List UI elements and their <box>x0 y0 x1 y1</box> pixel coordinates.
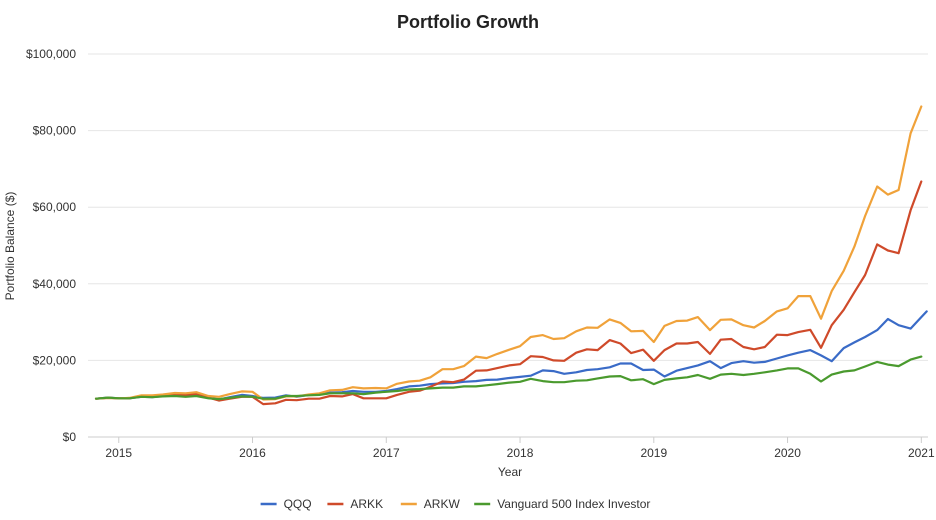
legend-label: Vanguard 500 Index Investor <box>497 497 650 511</box>
x-axis-label: Year <box>498 465 522 479</box>
legend-item-vanguard-500-index-investor[interactable]: Vanguard 500 Index Investor <box>474 497 650 511</box>
legend-item-arkw[interactable]: ARKW <box>400 497 461 511</box>
y-axis-ticks: $0 $20,000 $40,000 $60,000 $80,000 $100,000 <box>26 47 76 444</box>
chart-title: Portfolio Growth <box>397 12 539 32</box>
y-tick-label: $80,000 <box>33 124 77 138</box>
legend-label: ARKW <box>424 497 461 511</box>
x-axis-ticks: 2015 2016 2017 2018 2019 2020 2021 <box>105 437 935 460</box>
x-tick-label: 2015 <box>105 446 132 460</box>
series-line-arkk <box>94 180 923 406</box>
y-tick-label: $100,000 <box>26 47 76 61</box>
y-tick-label: $40,000 <box>33 277 77 291</box>
x-tick-label: 2018 <box>507 446 534 460</box>
legend[interactable]: QQQ ARKK ARKW Vanguard 500 Index Investor <box>260 497 651 511</box>
x-tick-label: 2017 <box>373 446 400 460</box>
y-tick-label: $60,000 <box>33 200 77 214</box>
x-tick-label: 2016 <box>239 446 266 460</box>
legend-item-arkk[interactable]: ARKK <box>327 497 383 511</box>
legend-item-qqq[interactable]: QQQ <box>260 497 312 511</box>
series-lines <box>94 105 928 406</box>
legend-label: QQQ <box>284 497 312 511</box>
x-tick-label: 2019 <box>640 446 667 460</box>
x-tick-label: 2020 <box>774 446 801 460</box>
x-tick-label: 2021 <box>908 446 935 460</box>
series-line-qqq <box>94 310 928 401</box>
grid-lines <box>88 53 928 361</box>
y-tick-label: $0 <box>63 430 77 444</box>
legend-label: ARKK <box>350 497 383 511</box>
series-line-vanguard-500-index-investor <box>94 355 923 401</box>
y-tick-label: $20,000 <box>33 353 77 367</box>
series-line-arkw <box>94 105 923 401</box>
y-axis-label: Portfolio Balance ($) <box>3 192 17 301</box>
